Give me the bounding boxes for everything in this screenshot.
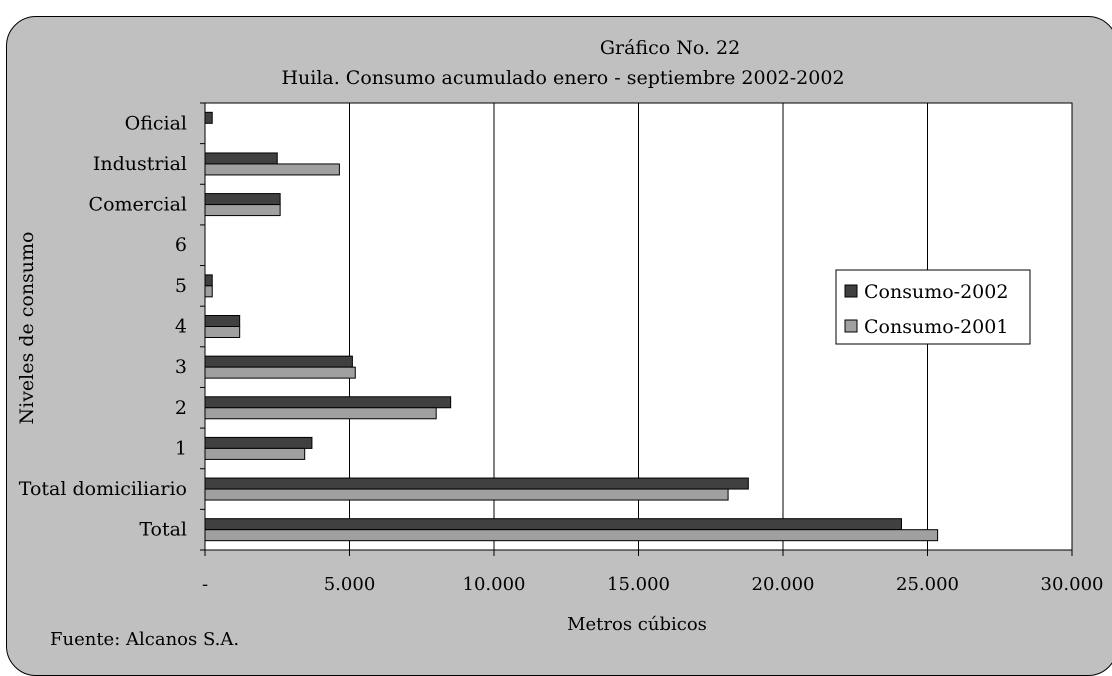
legend-swatch-2001 <box>844 319 858 333</box>
y-category-label: 6 <box>175 234 187 256</box>
legend: Consumo-2002 Consumo-2001 <box>835 269 1031 345</box>
y-category-label: 4 <box>175 316 187 338</box>
y-category-label: Oficial <box>125 112 187 134</box>
chart: Gráfico No. 22 Huila. Consumo acumulado … <box>16 37 1104 650</box>
y-category-label: Total domiciliario <box>19 478 187 500</box>
bar-consumo-2002 <box>204 274 213 287</box>
bar-consumo-2002 <box>204 152 278 165</box>
y-axis: Total Total domiciliario 1 2 3 4 5 6 Comercial In… <box>19 102 205 551</box>
x-axis: - 5.000 10.000 15.000 20.000 25.000 30.000 <box>202 550 1104 595</box>
source-note: Fuente: Alcanos S.A. <box>50 629 239 650</box>
x-tick-label: 20.000 <box>752 574 815 595</box>
y-category-label: 3 <box>175 356 187 378</box>
x-axis-label: Metros cúbicos <box>567 614 707 635</box>
y-axis-label: Niveles de consumo <box>16 232 38 425</box>
bar-consumo-2001 <box>204 326 241 338</box>
y-category-label: Comercial <box>89 194 187 216</box>
bar-consumo-2001 <box>204 488 729 501</box>
chart-subtitle: Huila. Consumo acumulado enero - septiem… <box>281 67 844 89</box>
bars <box>204 111 939 542</box>
legend-box <box>835 269 1031 345</box>
bar-consumo-2002 <box>204 518 902 531</box>
bar-consumo-2001 <box>204 285 213 298</box>
bar-consumo-2002 <box>204 396 452 409</box>
bar-consumo-2002 <box>204 436 313 449</box>
bar-consumo-2002 <box>204 315 241 327</box>
legend-label-2001: Consumo-2001 <box>864 316 1008 338</box>
y-category-label: Total <box>139 519 187 541</box>
bar-consumo-2001 <box>204 366 356 379</box>
x-tick-label: 25.000 <box>896 574 959 595</box>
bar-consumo-2001 <box>204 163 340 176</box>
bar-consumo-2001 <box>204 447 306 460</box>
bar-consumo-2002 <box>204 477 749 490</box>
x-tick-label: 30.000 <box>1041 574 1104 595</box>
x-tick-label: 5.000 <box>324 574 376 595</box>
bar-consumo-2002 <box>204 355 353 368</box>
x-tick-label: 15.000 <box>607 574 670 595</box>
y-category-label: Industrial <box>93 153 187 175</box>
bar-consumo-2002 <box>204 111 213 124</box>
legend-label-2002: Consumo-2002 <box>864 281 1008 303</box>
bar-consumo-2001 <box>204 407 437 420</box>
y-category-label: 2 <box>175 397 187 419</box>
legend-swatch-2002 <box>844 284 858 298</box>
bar-consumo-2001 <box>204 204 281 217</box>
bar-consumo-2001 <box>204 529 939 542</box>
y-category-label: 5 <box>175 275 187 297</box>
x-tick-label: 10.000 <box>463 574 526 595</box>
chart-title: Gráfico No. 22 <box>600 37 740 59</box>
y-category-label: 1 <box>175 437 187 459</box>
x-tick-label: - <box>202 574 208 595</box>
bar-consumo-2002 <box>204 193 281 206</box>
